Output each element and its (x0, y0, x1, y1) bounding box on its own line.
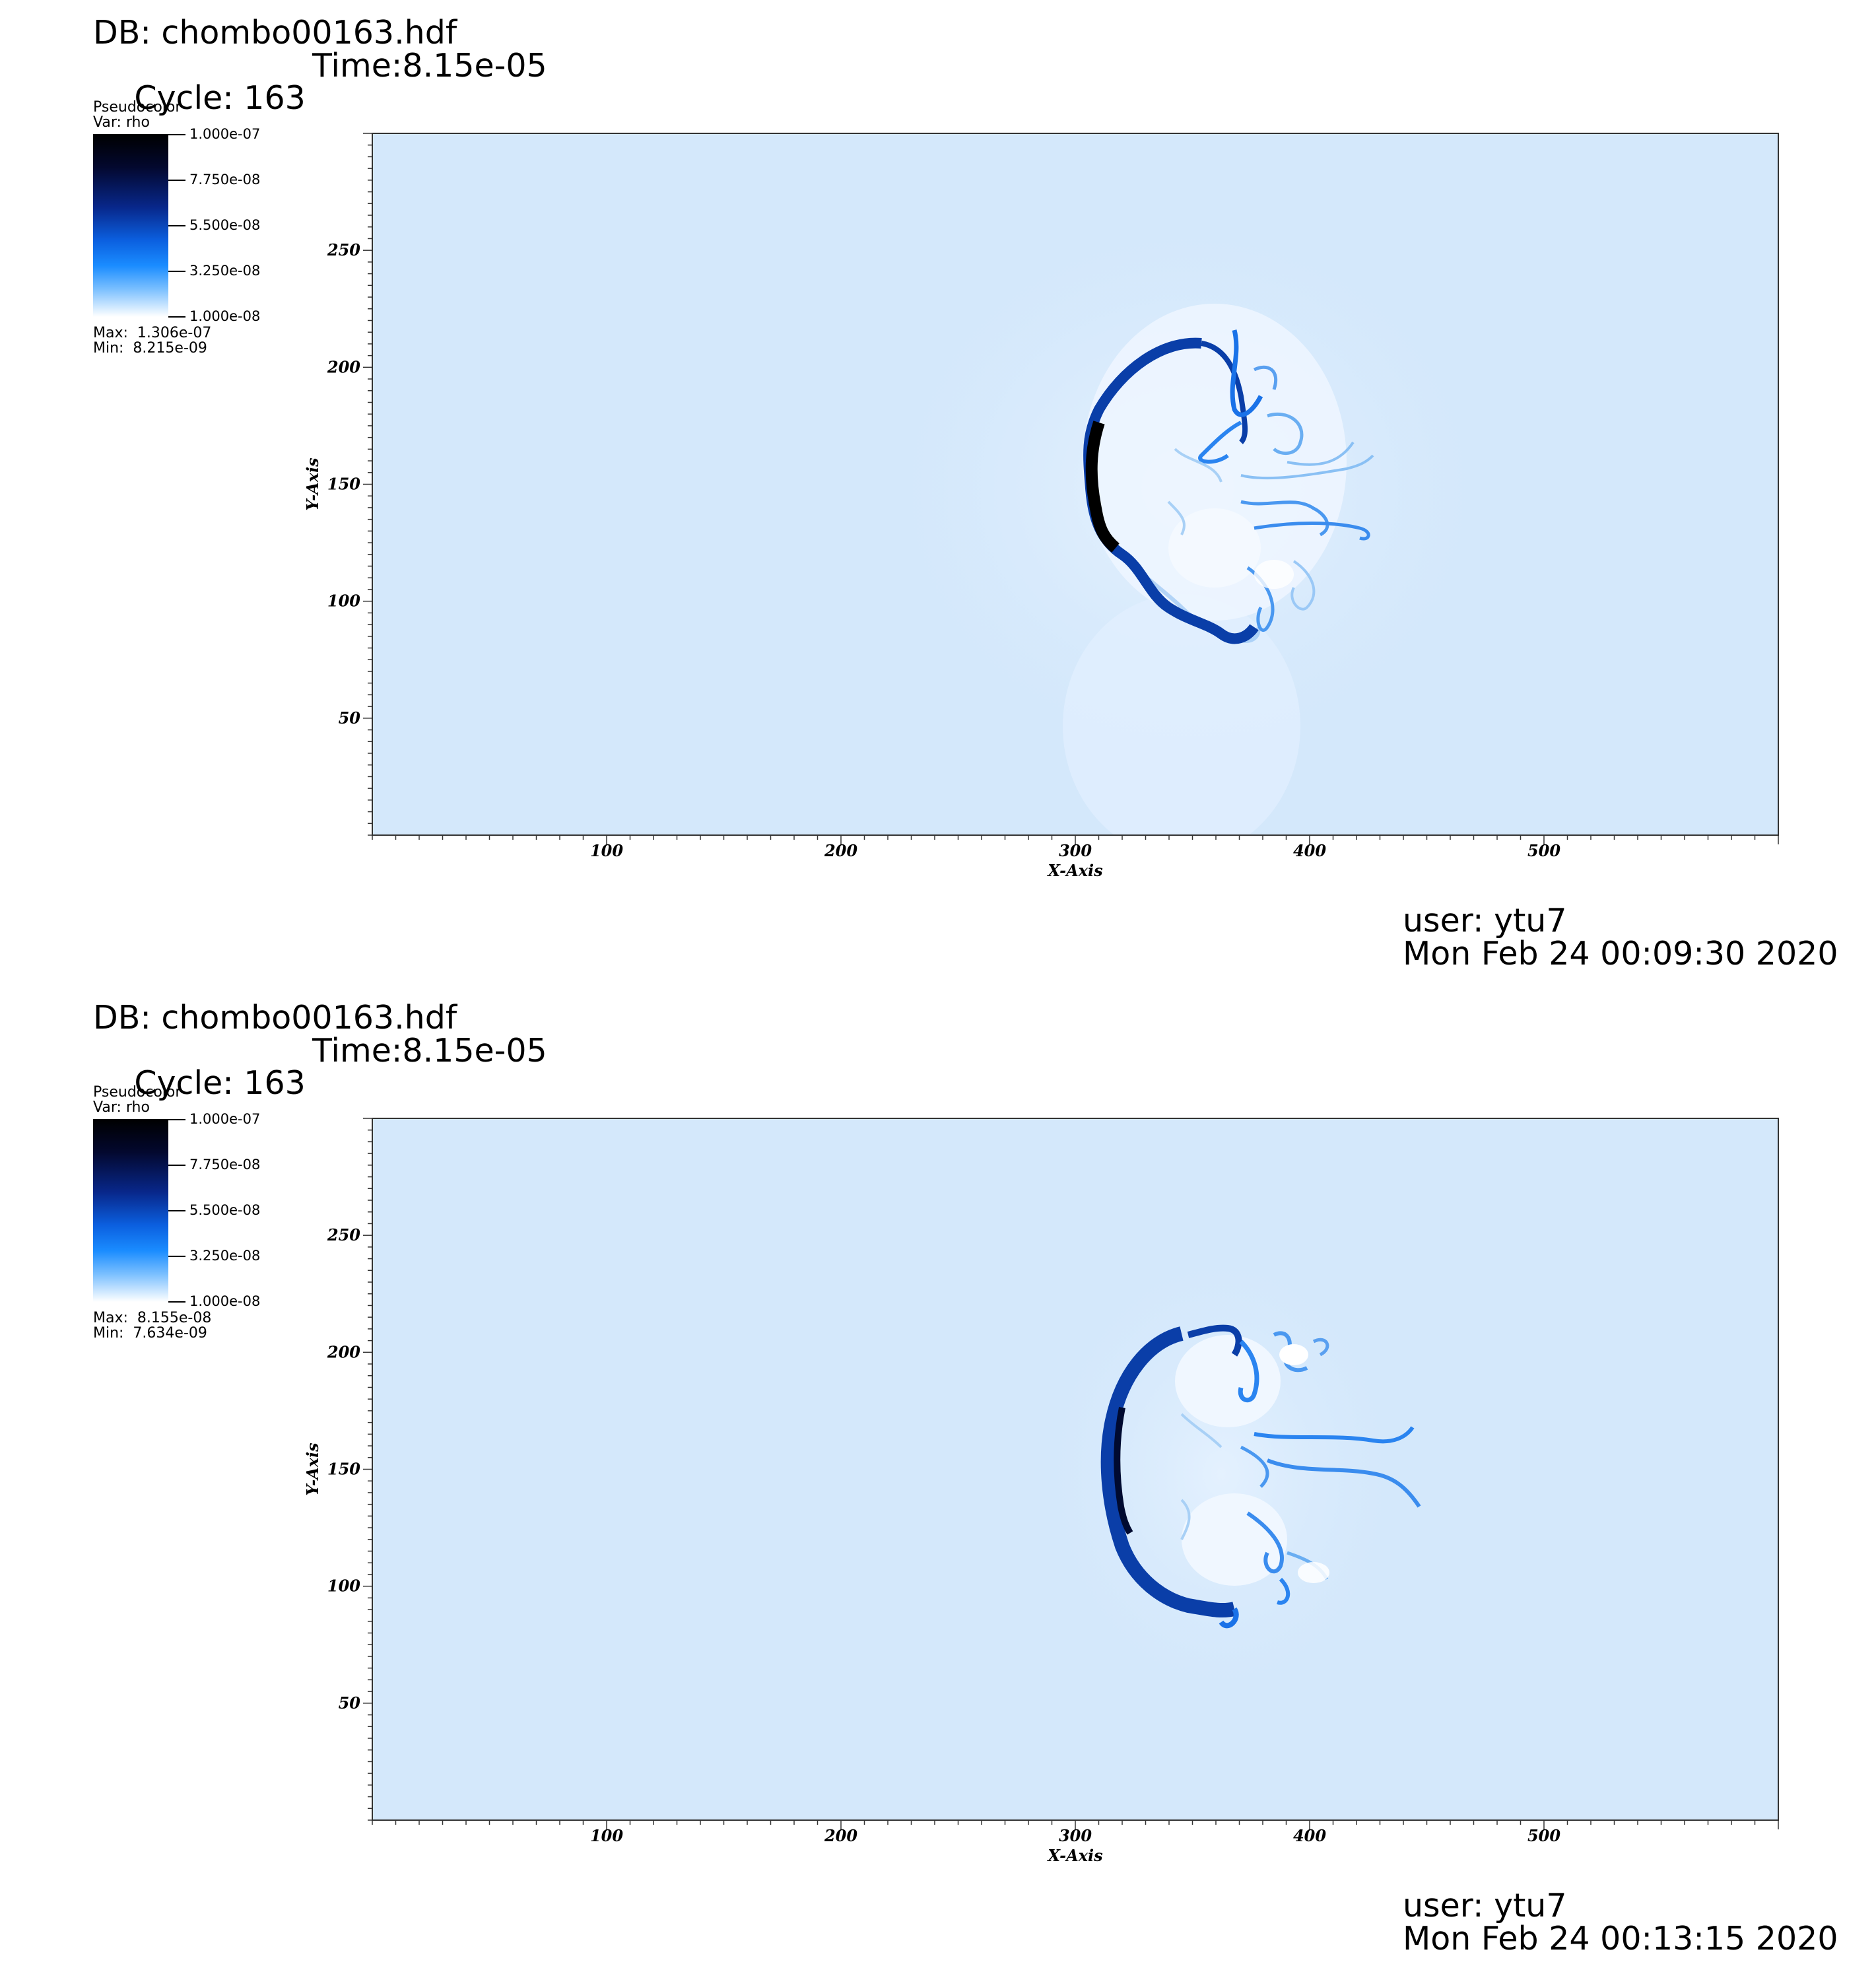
legend-max: Max: 1.306e-07 (93, 325, 212, 341)
colorbar-label: 1.000e-07 (189, 1111, 261, 1127)
colorbar-tick (168, 1210, 185, 1211)
colorbar (93, 1119, 168, 1302)
colorbar-label: 1.000e-08 (189, 308, 261, 324)
colorbar-label: 1.000e-08 (189, 1293, 261, 1309)
y-tick-label: 150 (327, 1460, 360, 1479)
density-field (858, 191, 1518, 835)
colorbar-tick (168, 316, 185, 318)
colorbar-label: 7.750e-08 (189, 172, 261, 187)
y-axis-label: Y-Axis (303, 458, 322, 511)
cycle-text: Cycle: 163 (134, 1064, 306, 1102)
user-label: user: ytu7 (1403, 902, 1567, 939)
plot-area: 100 200 300 400 500 50 100 150 200 250 X-Axis Y-Axi… (303, 133, 1779, 880)
colorbar-label: 3.250e-08 (189, 1248, 261, 1264)
time-label: Time:8.15e-05 (312, 47, 547, 85)
db-title: DB: chombo00163.hdf (93, 14, 457, 51)
x-tick-label: 300 (1059, 841, 1092, 860)
colorbar-tick (168, 225, 185, 226)
legend-var: Var: rho (93, 1099, 150, 1116)
x-axis-label: X-Axis (1046, 1846, 1103, 1865)
colorbar-tick (168, 1119, 185, 1120)
x-axis-label: X-Axis (1046, 861, 1103, 880)
x-tick-label: 200 (824, 1826, 857, 1845)
visit-window-1: DB: chombo00163.hdf Cycle: 163 Time:8.15… (93, 14, 1838, 972)
y-tick-label: 50 (339, 1693, 361, 1713)
db-title: DB: chombo00163.hdf (93, 999, 457, 1036)
colorbar-tick (168, 1165, 185, 1166)
legend-min: Min: 8.215e-09 (93, 340, 207, 357)
x-tick-label: 200 (824, 841, 857, 860)
colorbar-tick (168, 134, 185, 135)
colorbar-tick (168, 1256, 185, 1257)
colorbar-label: 5.500e-08 (189, 1202, 261, 1218)
legend-min: Min: 7.634e-09 (93, 1325, 207, 1342)
colorbar-label: 7.750e-08 (189, 1157, 261, 1172)
legend-plot-type: Pseudocolor (93, 1084, 182, 1101)
legend-max: Max: 8.155e-08 (93, 1310, 212, 1326)
y-tick-label: 250 (327, 240, 360, 259)
colorbar-label: 1.000e-07 (189, 126, 261, 142)
colorbar-label: 3.250e-08 (189, 263, 261, 279)
y-tick-label: 100 (327, 1577, 360, 1596)
time-label: Time:8.15e-05 (312, 1032, 547, 1070)
y-tick-label: 200 (327, 357, 360, 376)
date-label: Mon Feb 24 00:13:15 2020 (1403, 1920, 1838, 1957)
visit-window-2: DB: chombo00163.hdf Cycle: 163 Time:8.15… (0, 985, 1876, 1970)
user-label: user: ytu7 (1403, 1887, 1567, 1924)
cycle-text: Cycle: 163 (134, 79, 306, 117)
x-tick-label: 100 (590, 841, 623, 860)
y-tick-label: 50 (339, 708, 361, 728)
y-tick-label: 150 (327, 475, 360, 494)
x-tick-label: 400 (1293, 841, 1326, 860)
date-label: Mon Feb 24 00:09:30 2020 (1403, 935, 1838, 972)
x-tick-label: 500 (1527, 1826, 1560, 1845)
colorbar-tick (168, 180, 185, 181)
plot-area: 100 200 300 400 500 50 100 150 200 250 X-Axis Y-Axi… (303, 1118, 1779, 1865)
x-tick-label: 100 (590, 1826, 623, 1845)
colorbar (93, 134, 168, 317)
colorbar-tick (168, 271, 185, 272)
cycle-label: Cycle: 163 Time:8.15e-05 (93, 50, 547, 179)
x-tick-label: 300 (1059, 1826, 1092, 1845)
colorbar-tick (168, 1301, 185, 1303)
y-tick-label: 100 (327, 592, 360, 611)
cycle-label: Cycle: 163 Time:8.15e-05 (93, 1035, 547, 1164)
x-tick-label: 400 (1293, 1826, 1326, 1845)
colorbar-label: 5.500e-08 (189, 217, 261, 233)
y-tick-label: 200 (327, 1342, 360, 1361)
density-field (1023, 1223, 1421, 1724)
y-axis-label: Y-Axis (303, 1443, 322, 1496)
x-tick-label: 500 (1527, 841, 1560, 860)
y-tick-label: 250 (327, 1225, 360, 1244)
legend-var: Var: rho (93, 114, 150, 131)
legend-plot-type: Pseudocolor (93, 99, 182, 116)
